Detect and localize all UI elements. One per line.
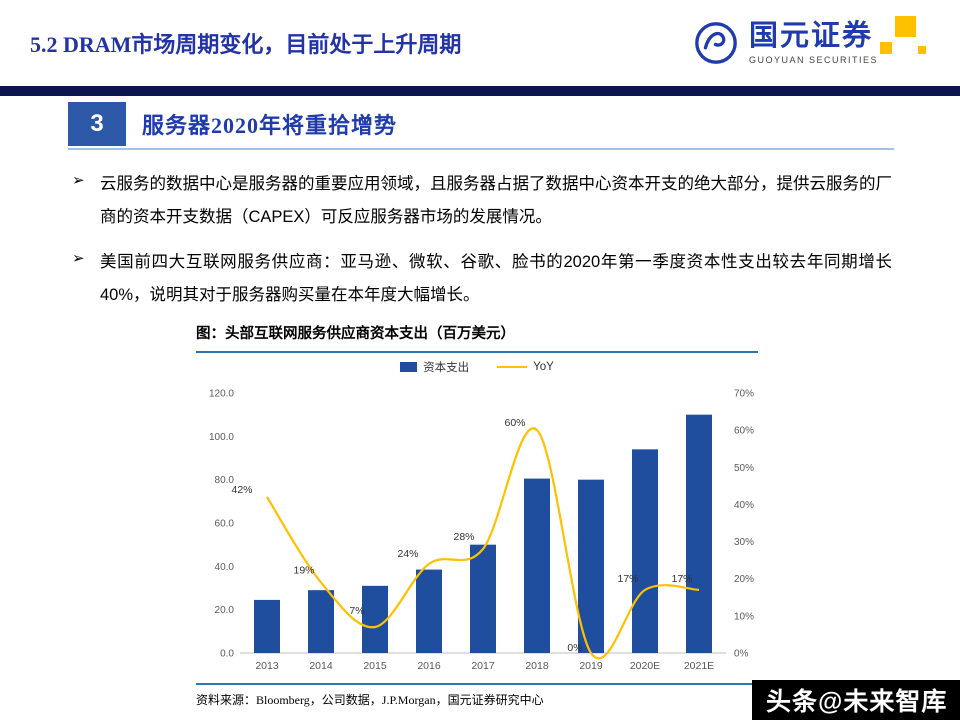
svg-text:42%: 42% — [231, 484, 252, 496]
logo-accent-square-small — [918, 46, 926, 54]
svg-text:2020E: 2020E — [630, 660, 660, 672]
section-header: 3 服务器2020年将重拾增势 — [68, 100, 894, 150]
svg-text:2019: 2019 — [579, 660, 603, 672]
legend-bar-label: 资本支出 — [423, 362, 470, 374]
svg-text:60%: 60% — [734, 426, 754, 437]
header: 5.2 DRAM市场周期变化，目前处于上升周期 国元证券 GUOYUAN SEC… — [0, 0, 960, 86]
svg-text:2021E: 2021E — [684, 660, 714, 672]
bullet-text-1: 云服务的数据中心是服务器的重要应用领域，且服务器占据了数据中心资本开支的绝大部分… — [100, 175, 892, 226]
svg-text:17%: 17% — [671, 573, 692, 585]
guoyuan-logo-icon — [693, 20, 739, 66]
svg-text:100.0: 100.0 — [209, 432, 234, 443]
chart-frame: 资本支出 YoY 0.0 20.0 40.0 60.0 80.0 100.0 120.0 0%… — [196, 351, 758, 685]
svg-text:40%: 40% — [734, 500, 754, 511]
logo-accent-square-medium — [880, 42, 892, 54]
bullet-item: ➢ 美国前四大互联网服务供应商：亚马逊、微软、谷歌、脸书的2020年第一季度资本… — [72, 246, 892, 312]
svg-text:17%: 17% — [617, 573, 638, 585]
section-title: 服务器2020年将重拾增势 — [142, 113, 398, 138]
legend-line-label: YoY — [533, 361, 554, 373]
svg-text:2018: 2018 — [525, 660, 549, 672]
bullet-text-2: 美国前四大互联网服务供应商：亚马逊、微软、谷歌、脸书的2020年第一季度资本性支… — [100, 253, 892, 304]
svg-text:2017: 2017 — [471, 660, 495, 672]
arrow-bullet-icon: ➢ — [72, 250, 85, 267]
svg-text:40.0: 40.0 — [215, 562, 235, 573]
svg-text:80.0: 80.0 — [215, 475, 235, 486]
svg-text:20%: 20% — [734, 574, 754, 585]
svg-text:120.0: 120.0 — [209, 389, 234, 400]
section-number-badge: 3 — [68, 102, 126, 146]
header-divider-bar — [0, 86, 960, 96]
chart-source: 资料来源：Bloomberg，公司数据，J.P.Morgan，国元证券研究中心 — [196, 693, 544, 707]
arrow-bullet-icon: ➢ — [72, 172, 85, 189]
svg-text:2013: 2013 — [255, 660, 279, 672]
svg-text:0%: 0% — [567, 642, 582, 654]
chart-block: 图：头部互联网服务供应商资本支出（百万美元） 资本支出 YoY 0.0 20.0 4… — [196, 322, 758, 708]
svg-text:30%: 30% — [734, 537, 754, 548]
chart-title: 图：头部互联网服务供应商资本支出（百万美元） — [196, 326, 515, 342]
svg-text:24%: 24% — [397, 548, 418, 560]
svg-text:2014: 2014 — [309, 660, 333, 672]
chart-legend: 资本支出 YoY — [196, 357, 758, 377]
logo-cn-text: 国元证券 — [748, 19, 873, 52]
svg-text:7%: 7% — [349, 605, 364, 617]
watermark-badge: 头条@未来智库 — [752, 680, 960, 720]
legend-line-swatch — [497, 365, 528, 369]
logo-text: 国元证券 GUOYUAN SECURITIES — [748, 19, 878, 66]
svg-text:60.0: 60.0 — [215, 519, 235, 530]
svg-text:28%: 28% — [453, 531, 474, 543]
svg-text:0%: 0% — [734, 649, 749, 660]
capex-yoy-chart: 0.0 20.0 40.0 60.0 80.0 100.0 120.0 0% 10% 20% 30%… — [209, 389, 754, 673]
bullet-list: ➢ 云服务的数据中心是服务器的重要应用领域，且服务器占据了数据中心资本开支的绝大… — [72, 168, 892, 324]
logo-accent-square-large — [895, 16, 916, 37]
svg-text:50%: 50% — [734, 463, 754, 474]
legend-bar-swatch — [400, 362, 418, 372]
svg-text:19%: 19% — [293, 564, 314, 576]
page-title: 5.2 DRAM市场周期变化，目前处于上升周期 — [30, 32, 462, 57]
brand-logo: 国元证券 GUOYUAN SECURITIES — [693, 8, 942, 78]
legend-item-yoy: YoY — [497, 361, 554, 373]
svg-text:60%: 60% — [504, 417, 525, 429]
svg-text:10%: 10% — [734, 611, 754, 622]
svg-text:70%: 70% — [734, 389, 754, 400]
svg-text:20.0: 20.0 — [215, 605, 235, 616]
svg-text:2016: 2016 — [417, 660, 441, 672]
bullet-item: ➢ 云服务的数据中心是服务器的重要应用领域，且服务器占据了数据中心资本开支的绝大… — [72, 168, 892, 234]
svg-text:0.0: 0.0 — [220, 649, 234, 660]
logo-en-text: GUOYUAN SECURITIES — [748, 54, 878, 65]
svg-text:2015: 2015 — [363, 660, 387, 672]
legend-item-capex: 资本支出 — [400, 359, 469, 375]
